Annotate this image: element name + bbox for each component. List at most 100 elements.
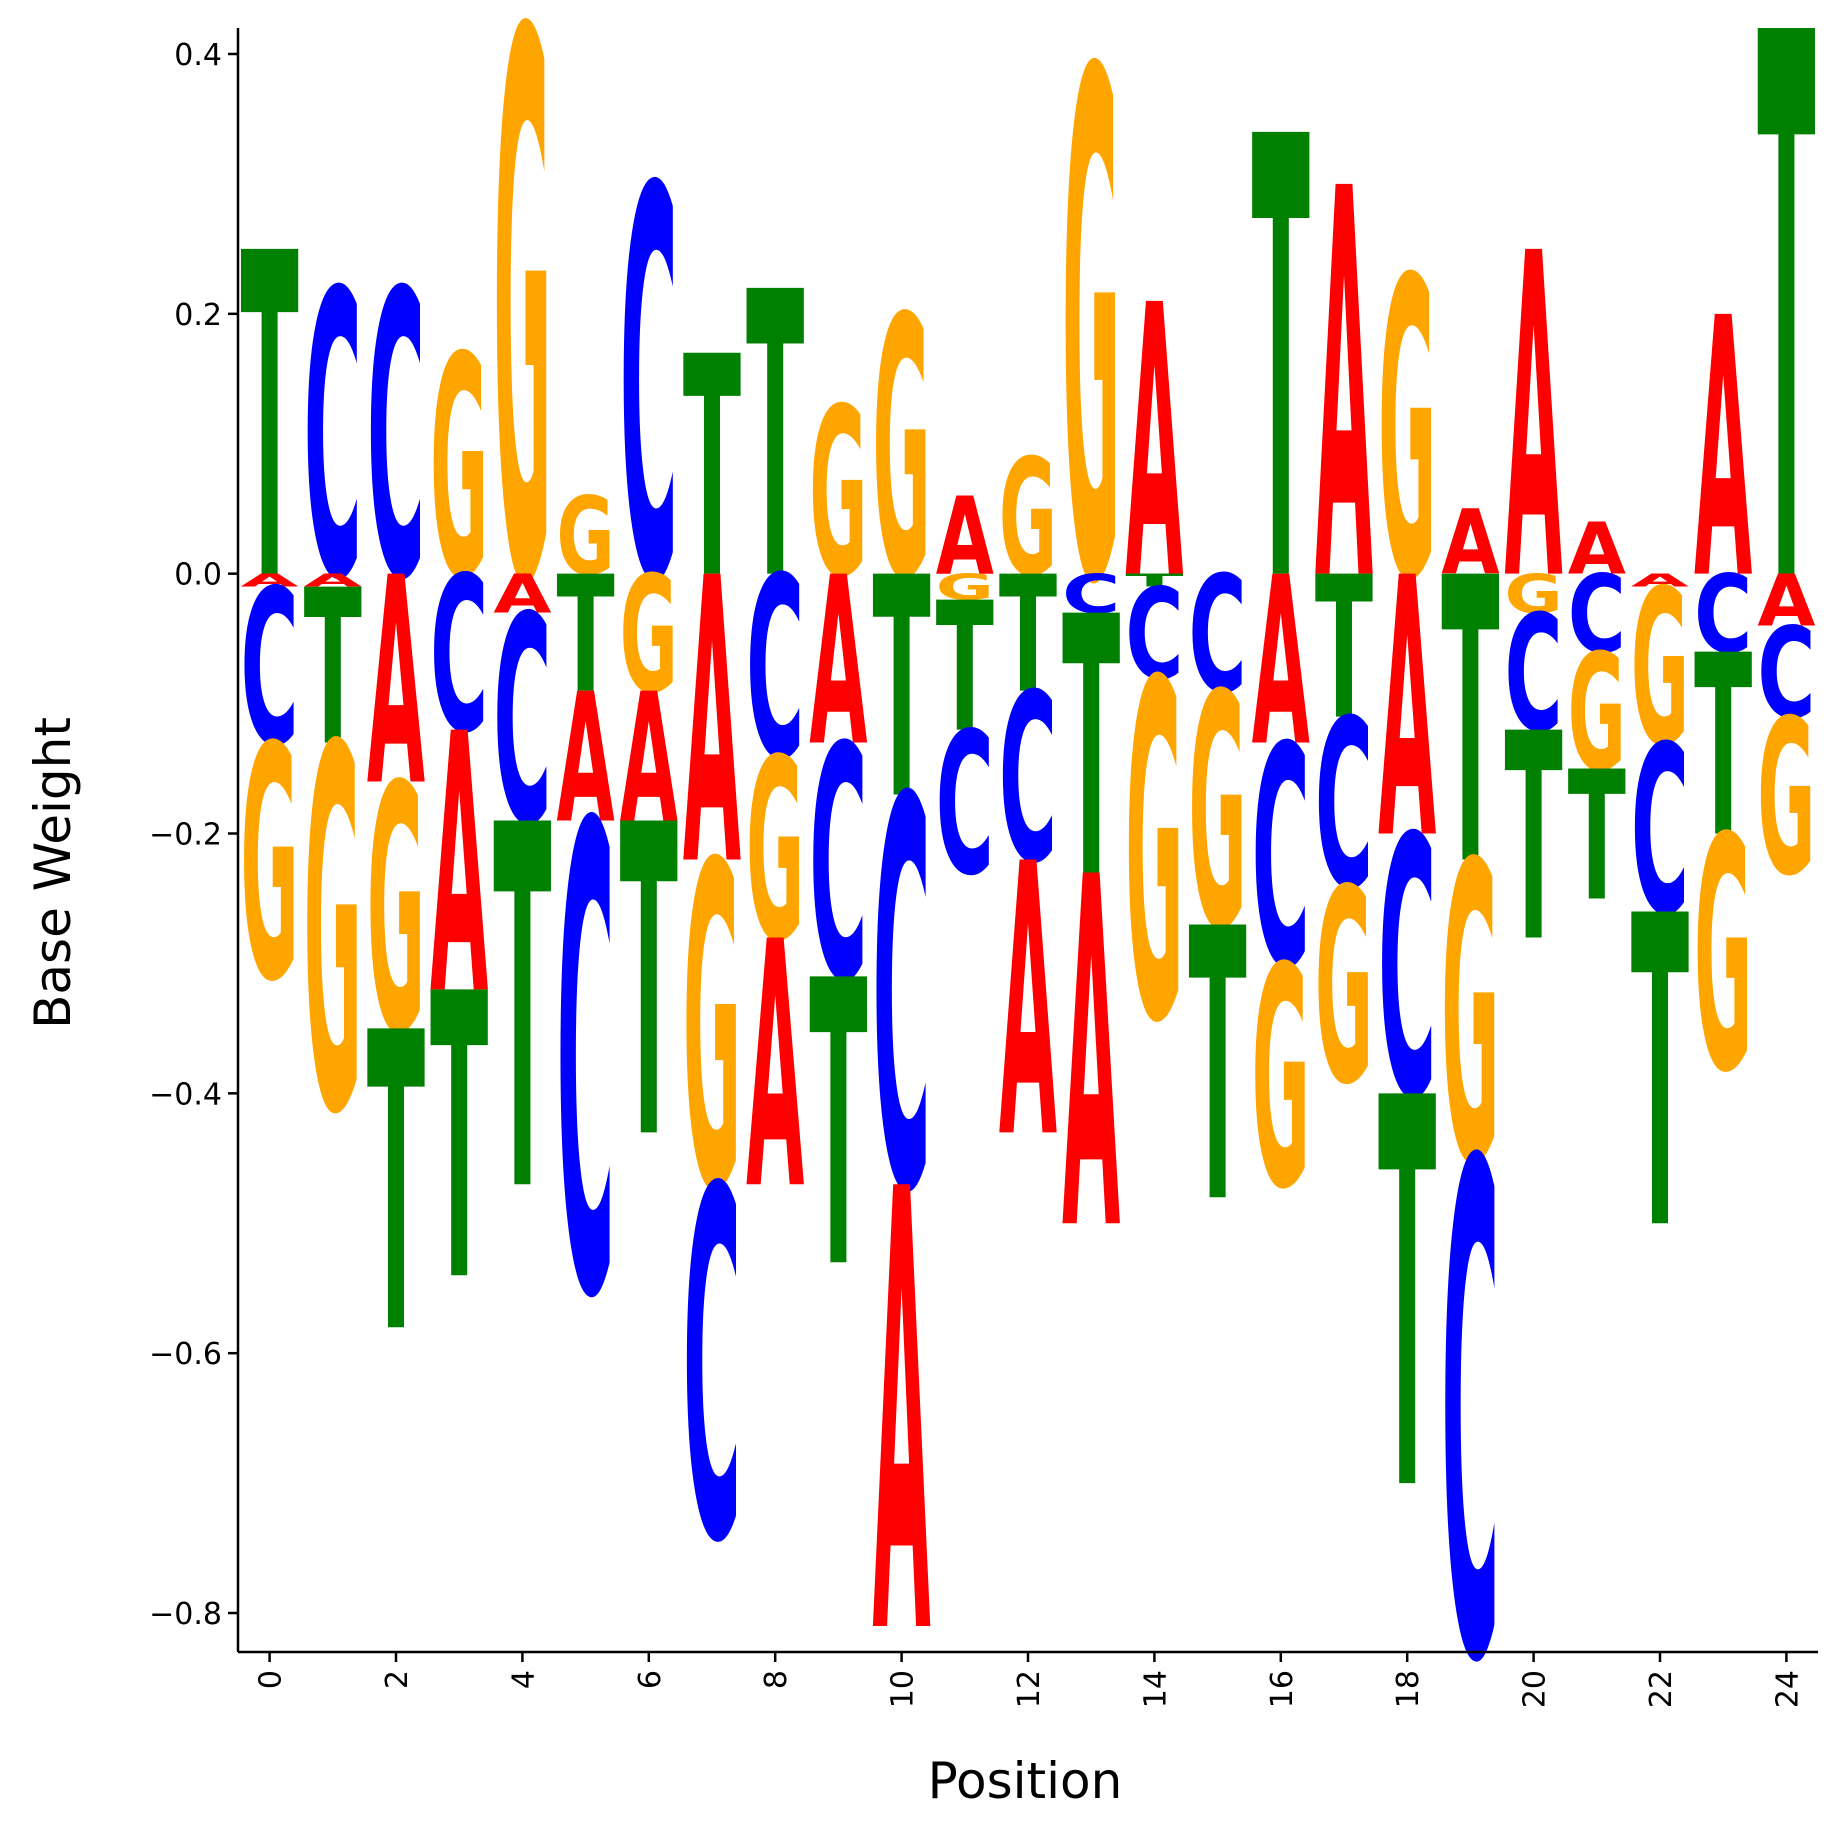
logo-letter-t: T: [1757, 0, 1816, 751]
logo-letter-g: G: [936, 567, 994, 608]
logo-letter-g: G: [367, 714, 425, 1109]
logo-letter-t: T: [241, 160, 300, 679]
logo-letter-t: T: [493, 723, 552, 1303]
logo-letter-g: G: [999, 426, 1057, 612]
x-tick-label: 22: [1644, 1670, 1679, 1708]
logo-letter-c: C: [557, 693, 615, 1440]
logo-letter-g: G: [1378, 195, 1436, 672]
logo-letter-a: A: [1441, 493, 1499, 596]
logo-letter-g: G: [1757, 674, 1815, 924]
logo-letter-c: C: [746, 524, 804, 815]
logo-letter-t: T: [1505, 673, 1563, 1005]
logo-letter-a: A: [683, 496, 742, 953]
logo-letter-c: C: [936, 692, 994, 920]
logo-letter-g: G: [1505, 563, 1563, 625]
x-tick-label: 12: [1012, 1670, 1047, 1708]
logo-letter-t: T: [1441, 496, 1500, 952]
logo-letter-t: T: [1062, 542, 1121, 957]
x-tick-label: 14: [1138, 1670, 1173, 1708]
logo-letter-t: T: [1315, 535, 1373, 763]
logo-letter-a: A: [367, 518, 425, 850]
logo-letter-c: C: [1252, 683, 1310, 1036]
logo-letter-g: G: [809, 360, 867, 629]
logo-letter-a: A: [809, 527, 867, 797]
logo-letter-a: A: [493, 563, 552, 625]
logo-letter-c: C: [999, 644, 1057, 914]
logo-letter-a: A: [1378, 503, 1437, 918]
y-tick-label: 0.4: [174, 38, 222, 73]
logo-letter-c: C: [1062, 563, 1120, 625]
y-tick-label: −0.2: [149, 818, 222, 853]
logo-letter-a: A: [1757, 560, 1815, 643]
logo-letter-g: G: [1189, 626, 1247, 1000]
logo-letter-c: C: [1631, 696, 1689, 966]
logo-letter-g: G: [241, 678, 299, 1052]
logo-letter-g: G: [620, 543, 678, 729]
x-tick-label: 2: [380, 1670, 415, 1689]
logo-letter-g: G: [1694, 769, 1752, 1143]
logo-letter-g: G: [1315, 833, 1373, 1145]
logo-letter-t: T: [557, 543, 615, 729]
x-tick-label: 6: [633, 1670, 668, 1689]
x-tick-label: 0: [254, 1670, 289, 1689]
logo-letter-t: T: [1568, 733, 1626, 941]
logo-letter-a: A: [1568, 508, 1626, 591]
logo-letter-c: C: [1125, 562, 1183, 708]
logo-letter-c: C: [367, 209, 425, 666]
y-tick-label: −0.4: [149, 1077, 222, 1112]
y-tick-label: 0.2: [174, 298, 222, 333]
logo-letter-a: A: [620, 656, 678, 863]
y-tick-label: −0.6: [149, 1337, 222, 1372]
logo-letter-t: T: [304, 546, 362, 794]
logo-letter-c: C: [1441, 1023, 1499, 1812]
logo-letter-t: T: [1378, 989, 1437, 1610]
logo-letter-t: T: [1125, 570, 1183, 591]
y-tick-label: 0.0: [174, 558, 222, 593]
x-tick-label: 16: [1265, 1670, 1300, 1708]
logo-letter-c: C: [430, 532, 488, 781]
logo-letter-a: A: [304, 570, 362, 591]
logo-letter-a: A: [557, 656, 615, 863]
x-axis-ticks: 0 2 4 6 8 10 12 14 16 18 20 22 24: [254, 1652, 1805, 1708]
logo-letter-t: T: [999, 543, 1057, 729]
logo-letter-c: C: [1505, 581, 1563, 767]
logo-letter-a: A: [873, 1063, 932, 1769]
logo-letter-t: T: [1694, 602, 1752, 892]
logo-letter-t: T: [809, 899, 868, 1355]
logo-letter-c: C: [241, 545, 299, 794]
x-tick-label: 24: [1770, 1670, 1805, 1708]
logo-glyphs: TACGCATGCAGTGCATGACTGTACCGATTAGCTCGAGACT…: [241, 0, 1816, 1812]
logo-letter-c: C: [1315, 670, 1373, 940]
logo-letter-t: T: [936, 564, 994, 772]
x-tick-label: 10: [886, 1670, 921, 1708]
logo-letter-t: T: [1252, 12, 1311, 718]
logo-letter-g: G: [430, 293, 488, 646]
logo-letter-c: C: [304, 209, 362, 666]
logo-letter-t: T: [367, 946, 426, 1424]
logo-letter-g: G: [1252, 903, 1310, 1256]
logo-letter-g: G: [746, 708, 804, 998]
logo-letter-g: G: [1568, 621, 1626, 807]
logo-letter-c: C: [620, 78, 678, 701]
logo-letter-c: C: [1757, 601, 1815, 747]
logo-letter-t: T: [620, 736, 679, 1234]
logo-letter-t: T: [430, 912, 489, 1368]
logo-letter-g: G: [1441, 779, 1499, 1256]
logo-letter-t: T: [873, 514, 931, 867]
logo-letter-c: C: [809, 680, 867, 1053]
logo-letter-t: T: [1189, 851, 1248, 1287]
logo-letter-a: A: [1694, 243, 1753, 658]
logo-letter-g: G: [683, 772, 741, 1290]
logo-letter-g: G: [1631, 544, 1689, 794]
x-axis-title: Position: [928, 1752, 1123, 1810]
logo-letter-a: A: [1505, 161, 1564, 680]
logo-letter-c: C: [1694, 554, 1752, 678]
logo-letter-g: G: [873, 242, 931, 658]
y-axis-title: Base Weight: [24, 717, 82, 1029]
logo-letter-g: G: [1062, 0, 1120, 738]
logo-letter-g: G: [304, 644, 362, 1225]
logo-letter-t: T: [1631, 827, 1690, 1325]
logo-letter-a: A: [1252, 527, 1310, 797]
logo-letter-a: A: [999, 784, 1058, 1221]
